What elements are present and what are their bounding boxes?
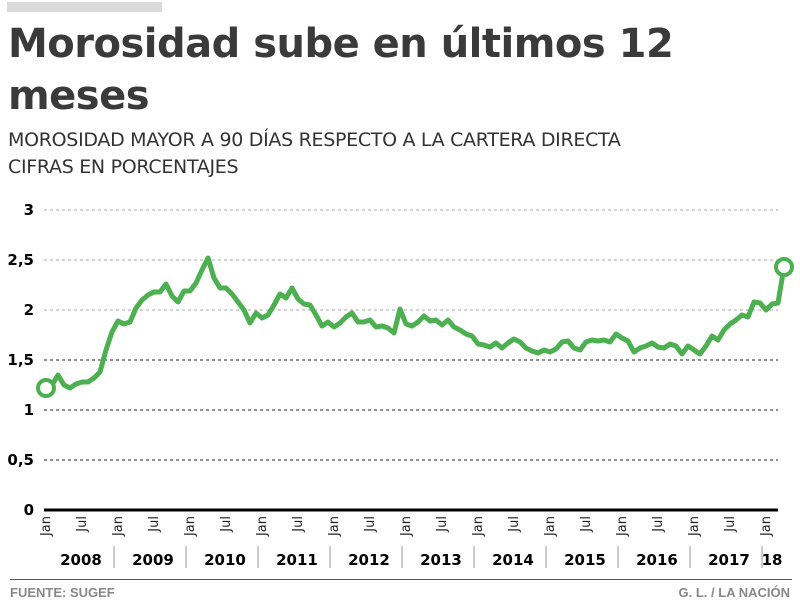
subtitle-line-1: MOROSIDAD MAYOR A 90 DÍAS RESPECTO A LA … — [8, 129, 621, 151]
y-tick-label: 0,5 — [7, 451, 34, 469]
x-tick-label-month: Jan — [759, 516, 774, 537]
x-tick-label-month: Jan — [327, 516, 342, 537]
y-tick-label: 2 — [24, 301, 34, 319]
x-tick-label-year: 2015 — [564, 551, 606, 569]
x-tick-label-month: Jan — [255, 516, 270, 537]
x-tick-label-year: 18 — [762, 551, 783, 569]
footer-divider — [10, 579, 792, 580]
end-marker — [774, 257, 794, 277]
chart-subtitle: MOROSIDAD MAYOR A 90 DÍAS RESPECTO A LA … — [8, 127, 621, 181]
series-line — [43, 255, 787, 391]
x-tick-label-month: Jan — [543, 516, 558, 537]
x-tick-label-month: Jul — [579, 516, 594, 533]
x-tick-label-month: Jul — [507, 516, 522, 533]
x-axis: Jan Jul 2008 Jan Jul 2009 Jan Jul 2010 Jan Jul 2011… — [39, 516, 782, 569]
chart-title: Morosidad sube en últimos 12 meses — [8, 21, 674, 119]
x-tick-label-year: 2013 — [420, 551, 462, 569]
y-tick-label: 1,5 — [7, 351, 34, 369]
y-tick-label: 2,5 — [7, 251, 34, 269]
x-tick-label-month: Jul — [219, 516, 234, 533]
y-axis: 0 0,5 1 1,5 2 2,5 3 — [7, 201, 34, 519]
x-tick-label-month: Jul — [75, 516, 90, 533]
x-tick-label-month: Jan — [687, 516, 702, 537]
x-tick-label-year: 2009 — [132, 551, 174, 569]
start-marker — [36, 378, 56, 398]
x-tick-label-month: Jan — [39, 516, 54, 537]
x-tick-label-year: 2014 — [492, 551, 534, 569]
subtitle-line-2: CIFRAS EN PORCENTAJES — [8, 156, 239, 178]
gridlines — [44, 209, 778, 512]
x-tick-label-month: Jan — [399, 516, 414, 537]
x-tick-label-year: 2010 — [204, 551, 246, 569]
x-tick-label-month: Jul — [363, 516, 378, 533]
x-tick-label-month: Jul — [723, 516, 738, 533]
top-accent-bar — [7, 2, 162, 12]
x-tick-label-year: 2017 — [708, 551, 750, 569]
series-group — [36, 255, 794, 398]
x-tick-label-month: Jan — [111, 516, 126, 537]
y-tick-label: 3 — [24, 201, 34, 219]
x-tick-label-month: Jul — [291, 516, 306, 533]
x-tick-label-month: Jul — [651, 516, 666, 533]
x-tick-label-month: Jan — [615, 516, 630, 537]
y-tick-label: 0 — [24, 501, 34, 519]
x-tick-label-month: Jan — [183, 516, 198, 537]
y-tick-label: 1 — [24, 401, 34, 419]
source-label: FUENTE: SUGEF — [10, 585, 115, 600]
x-tick-label-month: Jul — [435, 516, 450, 533]
x-tick-label-year: 2011 — [276, 551, 318, 569]
x-tick-label-month: Jul — [147, 516, 162, 533]
x-tick-label-year: 2012 — [348, 551, 390, 569]
x-tick-label-year: 2008 — [60, 551, 102, 569]
x-tick-label-month: Jan — [471, 516, 486, 537]
credit-label: G. L. / LA NACIÓN — [678, 585, 790, 600]
x-tick-label-year: 2016 — [636, 551, 678, 569]
